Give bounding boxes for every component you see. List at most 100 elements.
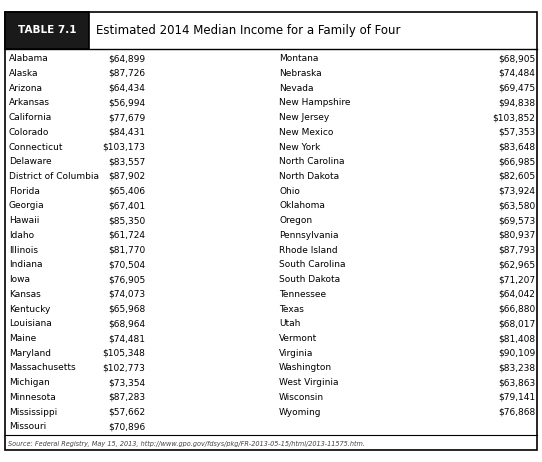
Text: Kansas: Kansas <box>9 290 41 299</box>
Text: Louisiana: Louisiana <box>9 319 51 328</box>
Text: $105,348: $105,348 <box>102 349 145 358</box>
Text: $66,985: $66,985 <box>498 157 535 166</box>
Text: Wisconsin: Wisconsin <box>279 393 324 402</box>
Text: $64,434: $64,434 <box>108 84 145 92</box>
Text: $63,863: $63,863 <box>498 378 535 387</box>
Text: $68,964: $68,964 <box>108 319 145 328</box>
Text: Estimated 2014 Median Income for a Family of Four: Estimated 2014 Median Income for a Famil… <box>96 24 401 37</box>
Text: $67,401: $67,401 <box>108 201 145 211</box>
Text: $82,605: $82,605 <box>499 172 535 181</box>
Text: Michigan: Michigan <box>9 378 49 387</box>
Text: $87,283: $87,283 <box>108 393 145 402</box>
Text: $77,679: $77,679 <box>108 113 145 122</box>
Text: $66,880: $66,880 <box>498 304 535 314</box>
Text: $62,965: $62,965 <box>499 261 535 269</box>
Text: Arizona: Arizona <box>9 84 43 92</box>
Text: $74,481: $74,481 <box>108 334 145 343</box>
Text: Illinois: Illinois <box>9 246 38 255</box>
Text: Ohio: Ohio <box>279 187 300 196</box>
Text: $61,724: $61,724 <box>108 231 145 240</box>
Text: $68,017: $68,017 <box>498 319 535 328</box>
Text: Tennessee: Tennessee <box>279 290 326 299</box>
Text: $83,648: $83,648 <box>499 143 535 152</box>
Text: $83,557: $83,557 <box>108 157 145 166</box>
Text: $87,902: $87,902 <box>108 172 145 181</box>
Text: Utah: Utah <box>279 319 300 328</box>
Text: California: California <box>9 113 52 122</box>
Text: $76,905: $76,905 <box>108 275 145 284</box>
Text: Massachusetts: Massachusetts <box>9 364 75 372</box>
Text: Florida: Florida <box>9 187 40 196</box>
Text: North Carolina: North Carolina <box>279 157 345 166</box>
Text: Mississippi: Mississippi <box>9 407 57 417</box>
Text: $63,580: $63,580 <box>498 201 535 211</box>
Text: Vermont: Vermont <box>279 334 318 343</box>
Text: $90,109: $90,109 <box>498 349 535 358</box>
Text: New Mexico: New Mexico <box>279 128 333 137</box>
Text: District of Columbia: District of Columbia <box>9 172 99 181</box>
Text: $71,207: $71,207 <box>499 275 535 284</box>
Text: Indiana: Indiana <box>9 261 42 269</box>
Text: Maine: Maine <box>9 334 36 343</box>
Text: Washington: Washington <box>279 364 332 372</box>
Text: West Virginia: West Virginia <box>279 378 339 387</box>
Text: $94,838: $94,838 <box>499 98 535 107</box>
Text: $80,937: $80,937 <box>498 231 535 240</box>
Text: Georgia: Georgia <box>9 201 44 211</box>
Text: $81,408: $81,408 <box>499 334 535 343</box>
Text: $57,353: $57,353 <box>498 128 535 137</box>
Text: $69,573: $69,573 <box>498 216 535 225</box>
Text: Pennsylvania: Pennsylvania <box>279 231 339 240</box>
Text: Wyoming: Wyoming <box>279 407 321 417</box>
Text: $74,073: $74,073 <box>108 290 145 299</box>
Text: Iowa: Iowa <box>9 275 30 284</box>
Text: $57,662: $57,662 <box>108 407 145 417</box>
Text: South Dakota: South Dakota <box>279 275 340 284</box>
Text: $87,726: $87,726 <box>108 69 145 78</box>
Text: Connecticut: Connecticut <box>9 143 63 152</box>
Text: $103,173: $103,173 <box>102 143 145 152</box>
Text: Montana: Montana <box>279 54 319 63</box>
Text: $73,354: $73,354 <box>108 378 145 387</box>
Text: Arkansas: Arkansas <box>9 98 50 107</box>
Text: $64,042: $64,042 <box>499 290 535 299</box>
Text: $69,475: $69,475 <box>499 84 535 92</box>
Text: $85,350: $85,350 <box>108 216 145 225</box>
Text: Idaho: Idaho <box>9 231 34 240</box>
Text: Nebraska: Nebraska <box>279 69 322 78</box>
Text: $74,484: $74,484 <box>499 69 535 78</box>
Text: Alaska: Alaska <box>9 69 38 78</box>
Text: $73,924: $73,924 <box>499 187 535 196</box>
Text: Rhode Island: Rhode Island <box>279 246 338 255</box>
Text: South Carolina: South Carolina <box>279 261 346 269</box>
Text: $103,852: $103,852 <box>493 113 535 122</box>
Bar <box>5 12 89 49</box>
Text: $79,141: $79,141 <box>499 393 535 402</box>
Text: $81,770: $81,770 <box>108 246 145 255</box>
Text: Delaware: Delaware <box>9 157 51 166</box>
Text: New Jersey: New Jersey <box>279 113 330 122</box>
Text: Alabama: Alabama <box>9 54 48 63</box>
Text: $56,994: $56,994 <box>108 98 145 107</box>
Text: New Hampshire: New Hampshire <box>279 98 351 107</box>
Text: $65,968: $65,968 <box>108 304 145 314</box>
Text: Oregon: Oregon <box>279 216 312 225</box>
Text: Minnesota: Minnesota <box>9 393 55 402</box>
Text: Oklahoma: Oklahoma <box>279 201 325 211</box>
Text: TABLE 7.1: TABLE 7.1 <box>18 25 76 36</box>
Text: $83,238: $83,238 <box>499 364 535 372</box>
Text: Source: Federal Registry, May 15, 2013, http://www.gpo.gov/fdsys/pkg/FR-2013-05-: Source: Federal Registry, May 15, 2013, … <box>8 441 365 448</box>
Text: $102,773: $102,773 <box>102 364 145 372</box>
Text: Texas: Texas <box>279 304 304 314</box>
Text: Missouri: Missouri <box>9 422 46 432</box>
Text: $70,896: $70,896 <box>108 422 145 432</box>
Text: $70,504: $70,504 <box>108 261 145 269</box>
Text: $84,431: $84,431 <box>108 128 145 137</box>
Text: Maryland: Maryland <box>9 349 50 358</box>
Text: $68,905: $68,905 <box>498 54 535 63</box>
Text: $87,793: $87,793 <box>498 246 535 255</box>
Text: Nevada: Nevada <box>279 84 314 92</box>
Text: New York: New York <box>279 143 320 152</box>
Text: Hawaii: Hawaii <box>9 216 39 225</box>
Text: North Dakota: North Dakota <box>279 172 339 181</box>
